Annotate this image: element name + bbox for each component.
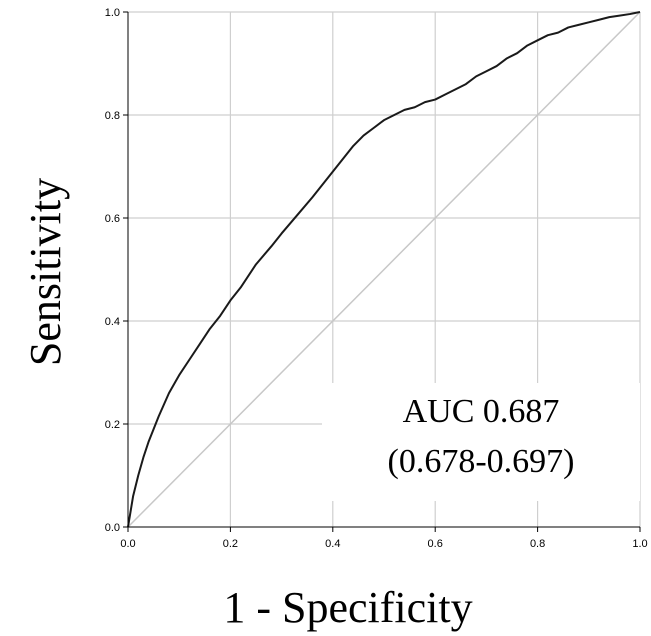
auc-value: AUC 0.687	[403, 393, 560, 430]
x-tick-label: 0.2	[223, 538, 238, 550]
y-tick-labels: 0.0 0.2 0.4 0.6 0.8 1.0	[105, 7, 120, 534]
auc-confidence-interval: (0.678-0.697)	[388, 443, 575, 480]
y-tick-label: 0.4	[105, 316, 120, 328]
x-tick-label: 0.4	[325, 538, 340, 550]
y-tick-label: 1.0	[105, 7, 120, 19]
y-axis-title: Sensitivity	[21, 178, 70, 366]
x-tick-label: 0.0	[120, 538, 135, 550]
y-tick-label: 0.8	[105, 110, 120, 122]
x-axis-title: 1 - Specificity	[223, 583, 472, 632]
x-tick-label: 0.8	[530, 538, 545, 550]
x-tick-labels: 0.0 0.2 0.4 0.6 0.8 1.0	[120, 538, 647, 550]
x-tick-label: 1.0	[632, 538, 647, 550]
x-tick-label: 0.6	[428, 538, 443, 550]
y-tick-label: 0.6	[105, 213, 120, 225]
y-tick-label: 0.0	[105, 522, 120, 534]
y-tick-label: 0.2	[105, 419, 120, 431]
